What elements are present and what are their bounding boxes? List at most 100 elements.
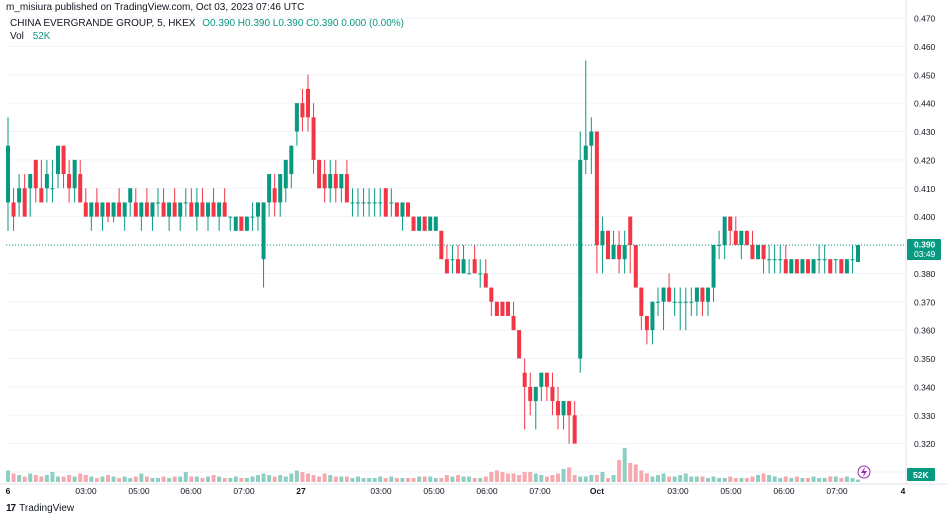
candle-body [300, 103, 305, 118]
candle-body [572, 415, 577, 444]
candle-body [50, 188, 55, 190]
volume-bar [383, 477, 388, 482]
candle-body [606, 230, 610, 260]
volume-bar [494, 470, 499, 482]
candle-body [344, 174, 349, 203]
volume-label[interactable]: Vol [10, 31, 24, 42]
candle-body [156, 202, 160, 204]
volume-bar [794, 476, 799, 482]
candle-body [39, 188, 44, 203]
volume-bar [767, 474, 772, 482]
candle-body [528, 386, 533, 402]
candle-body [356, 202, 360, 204]
volume-bar [283, 476, 288, 482]
volume-bar [622, 447, 627, 482]
volume-bar [250, 476, 255, 482]
volume-bar [589, 474, 594, 482]
candle-body [172, 202, 177, 217]
candle-body [717, 245, 722, 246]
volume-bar [378, 476, 383, 482]
candle-body [417, 216, 422, 231]
candle-body [211, 202, 216, 217]
candle-body [744, 230, 749, 245]
volume-bar [211, 474, 216, 482]
volume-bar [28, 473, 33, 482]
time-tick-label: 27 [296, 486, 306, 496]
price-chart[interactable]: 0.470 0.460 0.450 0.440 0.430 0.420 0.410 0.400… [0, 0, 948, 500]
candle-body [633, 245, 638, 288]
candle-body [511, 315, 516, 331]
candle-body [350, 202, 355, 204]
volume-bar [683, 473, 688, 482]
volume-bar [344, 476, 349, 482]
candle-body [844, 259, 849, 274]
candle-body [500, 301, 505, 316]
volume-bar [428, 476, 433, 482]
volume-bar [433, 477, 438, 482]
candle-body [794, 259, 799, 274]
volume-bar [811, 476, 816, 482]
volume-bar [489, 471, 494, 482]
candle-body [711, 245, 716, 288]
volume-bar [94, 477, 99, 482]
volume-bar [150, 477, 155, 482]
candle-body [522, 372, 527, 387]
chart-legend: CHINA EVERGRANDE GROUP, 5, HKEX O0.390 H… [10, 18, 404, 43]
volume-bar [111, 476, 116, 482]
volume-bar [328, 474, 333, 482]
candle-body [233, 216, 238, 231]
volume-bar [650, 476, 655, 482]
time-axis: 6 03:00 05:00 06:00 07:00 27 03:00 05:00 06:00 07… [6, 486, 906, 496]
volume-bar [656, 474, 660, 482]
candle-body [444, 259, 449, 274]
candle-body [100, 202, 105, 217]
volume-bar [222, 477, 227, 482]
candle-body [289, 145, 294, 175]
candle-body [494, 301, 499, 316]
candle-body [394, 202, 399, 217]
price-tick-label: 0.460 [914, 42, 936, 52]
volume-bar [817, 477, 822, 482]
volume-bar [594, 474, 599, 482]
volume-bar [633, 464, 638, 482]
tradingview-logo-icon: 17 [6, 503, 16, 514]
price-tick-label: 0.350 [914, 354, 936, 364]
volume-bar [400, 477, 405, 482]
candle-body [6, 145, 10, 203]
volume-bar [694, 476, 699, 482]
candle-body [672, 301, 677, 303]
volume-bar [517, 474, 522, 482]
volume-bar [128, 477, 133, 482]
candle-body [372, 202, 377, 204]
candle-body [700, 287, 705, 302]
volume-bar [783, 476, 788, 482]
volume-bar [406, 477, 410, 482]
time-tick-label: 6 [6, 486, 11, 496]
volume-bar [572, 474, 577, 482]
volume-bar [672, 476, 677, 482]
volume-bar [39, 476, 44, 482]
candle-body [161, 202, 166, 217]
candle-body [283, 159, 288, 189]
volume-bar [822, 477, 827, 482]
volume-bar [533, 473, 538, 482]
candle-body [639, 287, 644, 316]
price-tick-label: 0.360 [914, 326, 936, 336]
volume-bar [106, 474, 110, 482]
candle-body [822, 259, 827, 261]
last-price-value: 0.390 [914, 240, 936, 250]
tradingview-logo[interactable]: 17 TradingView [6, 503, 74, 514]
volume-bar [172, 476, 177, 482]
candle-body [306, 88, 310, 118]
candle-body [178, 202, 183, 217]
volume-bar [739, 477, 744, 482]
volume-bar [6, 470, 10, 482]
volume-bar [639, 470, 644, 482]
volume-bar [472, 477, 477, 482]
symbol-title[interactable]: CHINA EVERGRANDE GROUP, 5, HKEX [10, 18, 196, 29]
volume-bar [67, 474, 72, 482]
volume-bar [417, 476, 422, 482]
candle-body [361, 202, 366, 204]
volume-bar [661, 473, 666, 482]
